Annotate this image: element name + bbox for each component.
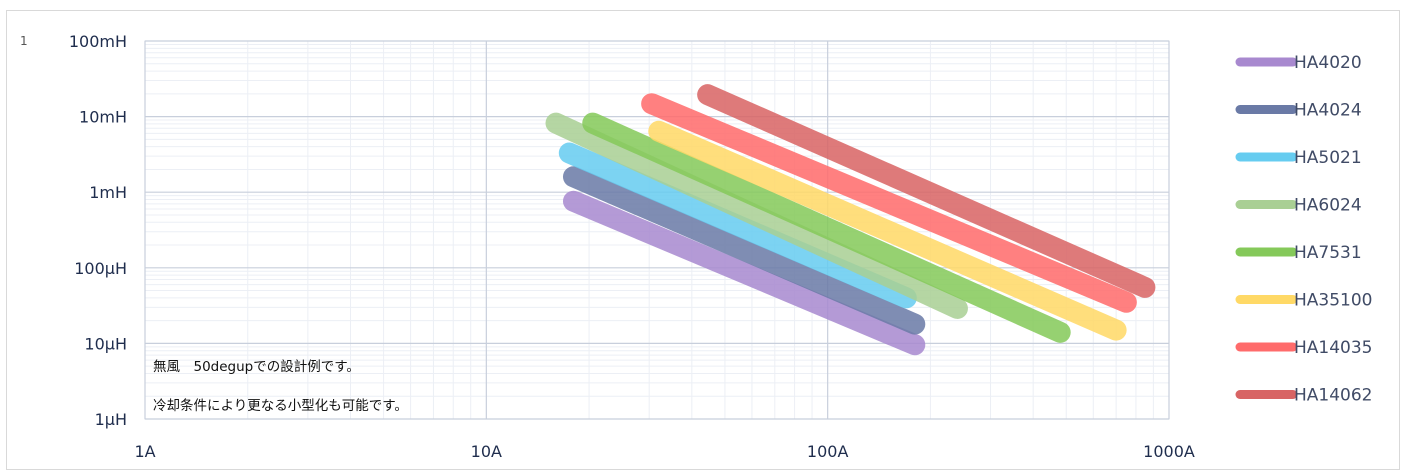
series-band-ha35100 — [648, 120, 1127, 341]
series-band-ha6024 — [545, 112, 968, 319]
annotation-note-1: 無風 50degupでの設計例です。 — [153, 359, 360, 375]
series-band-ha7531 — [582, 112, 1071, 343]
y-tick-label: 100mH — [69, 32, 127, 51]
legend-label-ha14035: HA14035 — [1294, 338, 1373, 358]
annotation-note-2: 冷却条件により更なる小型化も可能です。 — [153, 397, 408, 414]
series-band-ha5021 — [558, 142, 917, 309]
y-tick-label: 1mH — [89, 183, 127, 202]
corner-mark: 1 — [20, 34, 28, 48]
series-band-ha14062 — [697, 84, 1156, 298]
series-band-ha14035 — [641, 93, 1137, 313]
chart-frame — [6, 10, 1400, 470]
x-tick-label: 10A — [471, 442, 502, 461]
legend-label-ha14062: HA14062 — [1294, 386, 1373, 406]
legend-label-ha4020: HA4020 — [1294, 53, 1362, 73]
x-tick-label: 100A — [807, 442, 849, 461]
legend-label-ha35100: HA35100 — [1294, 291, 1373, 311]
y-tick-label: 10μH — [84, 334, 127, 353]
legend-label-ha7531: HA7531 — [1294, 243, 1362, 263]
legend-label-ha5021: HA5021 — [1294, 148, 1362, 168]
y-tick-label: 100μH — [74, 259, 127, 278]
x-tick-label: 1A — [134, 442, 155, 461]
series-band-ha4024 — [562, 166, 926, 335]
legend-label-ha6024: HA6024 — [1294, 196, 1362, 216]
y-tick-label: 1μH — [95, 410, 127, 429]
x-tick-label: 1000A — [1143, 442, 1195, 461]
series-band-ha4020 — [562, 190, 926, 356]
y-tick-label: 10mH — [79, 108, 127, 127]
legend-label-ha4024: HA4024 — [1294, 101, 1362, 121]
